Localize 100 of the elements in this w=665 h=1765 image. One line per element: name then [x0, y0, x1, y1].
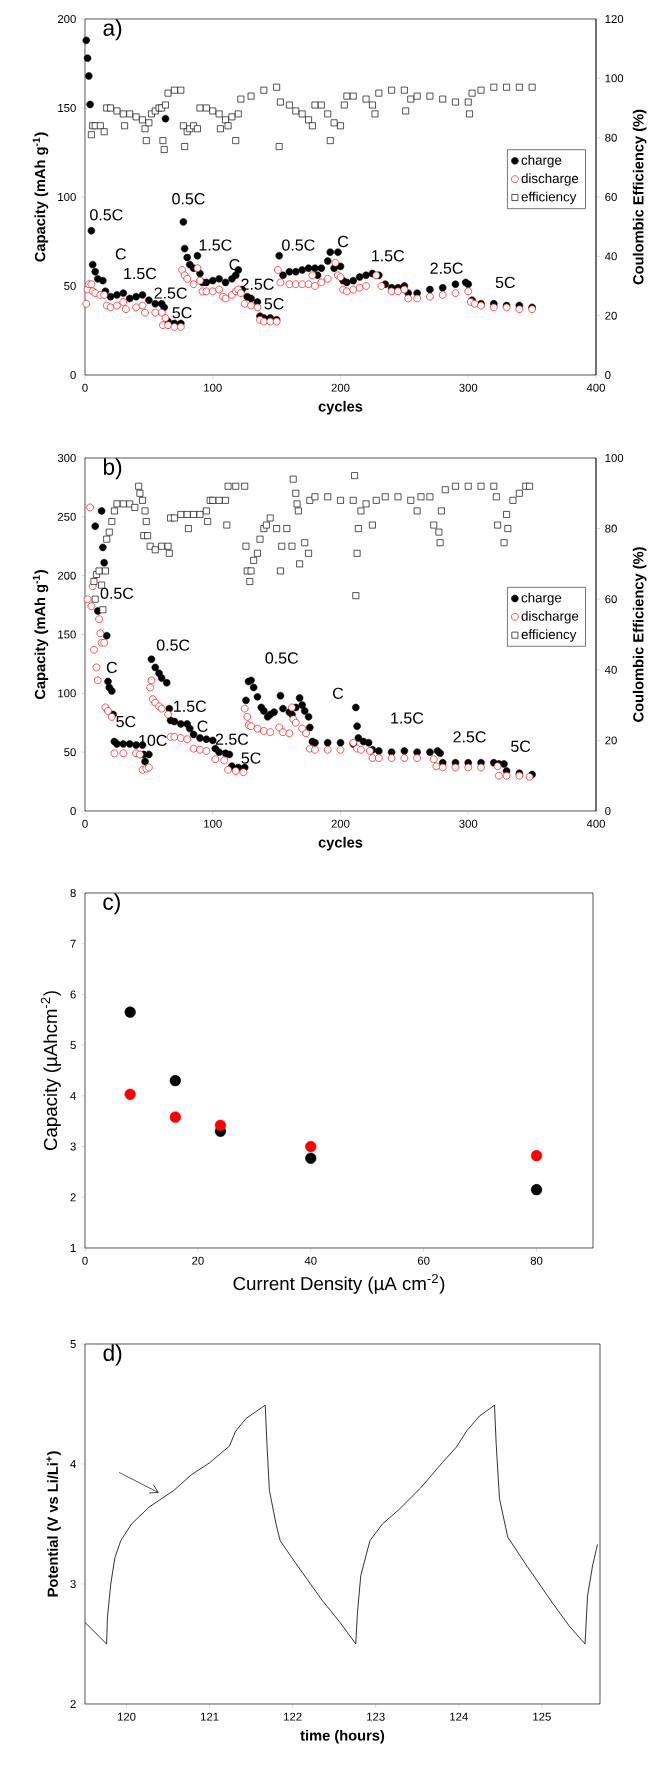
x-tick-label: 121: [201, 1712, 219, 1721]
annotation: 5C: [241, 752, 261, 764]
x-tick-label: 0: [82, 383, 88, 392]
legend-label: charge: [521, 592, 562, 606]
y-tick-label: 150: [58, 103, 76, 112]
y-axis-title: Potential (V vs Li/Li$^{+}$): [46, 1451, 61, 1597]
chart-title: c): [103, 893, 120, 915]
y2-tick-label: 40: [604, 252, 617, 261]
y2-tick-label: 100: [605, 74, 624, 83]
y2-tick-label: 40: [604, 665, 617, 674]
y2-axis-title: Coulombic Efficiency (%): [632, 547, 647, 722]
annotation: 0.5C: [265, 652, 299, 664]
y2-tick-label: 0: [605, 370, 611, 379]
y-tick-label: 2: [70, 1700, 76, 1708]
legend-label: discharge: [521, 611, 579, 624]
y-tick-label: 300: [57, 453, 76, 462]
point: [169, 1075, 181, 1087]
y-tick-label: 50: [64, 281, 76, 290]
annotation: 1.5C: [199, 239, 232, 251]
x-tick-label: 124: [450, 1712, 468, 1721]
legend-label: discharge: [521, 173, 579, 186]
annotation: 0.5C: [100, 587, 134, 599]
y-tick-label: 5: [70, 1340, 76, 1348]
x-tick-label: 400: [586, 819, 605, 828]
x-tick-label: 20: [192, 1256, 204, 1265]
y-tick-label: 8: [70, 888, 76, 897]
annotation: 2.5C: [154, 287, 187, 299]
point: [124, 1006, 136, 1018]
y-tick-label: 6: [70, 990, 76, 999]
annotation: 1.5C: [124, 267, 157, 280]
y-tick-label: 250: [57, 512, 76, 521]
chart-title: a): [103, 19, 122, 41]
x-tick-label: 122: [284, 1712, 302, 1721]
legend-label: efficiency: [521, 629, 577, 642]
point: [305, 1152, 317, 1164]
y-tick-label: 200: [57, 571, 76, 580]
point: [124, 1088, 136, 1100]
y-tick-label: 3: [70, 1579, 76, 1588]
x-tick-label: 100: [204, 819, 222, 828]
x-axis-title: time (hours): [300, 1729, 385, 1744]
x-axis-title: cycles: [318, 400, 363, 415]
y-tick-label: 200: [57, 14, 76, 23]
x-tick-label: 200: [331, 383, 350, 392]
annotation: 1.5C: [372, 250, 405, 262]
annotation: 1.5C: [391, 712, 424, 724]
annotation: 0.5C: [172, 193, 205, 205]
y-tick-label: 100: [58, 192, 76, 201]
annotation: 5C: [116, 715, 136, 728]
y-tick-label: 5: [70, 1041, 76, 1050]
y2-tick-label: 80: [605, 524, 617, 533]
x-axis-title: Current Density (µA cm$^{-2}$): [233, 1273, 445, 1294]
annotation: 0.5C: [282, 239, 315, 251]
annotation: C: [115, 248, 126, 260]
y-tick-label: 1: [70, 1244, 76, 1252]
y-tick-label: 150: [58, 630, 76, 639]
chart-title: d): [103, 1344, 122, 1366]
point: [169, 1111, 181, 1123]
annotation: C: [332, 687, 344, 699]
x-tick-label: 40: [304, 1256, 317, 1265]
y2-tick-label: 60: [605, 595, 617, 604]
x-axis-title: cycles: [318, 836, 363, 851]
y2-tick-label: 80: [605, 133, 617, 142]
x-tick-label: 80: [530, 1256, 543, 1265]
annotation: 1.5C: [174, 700, 207, 712]
point: [305, 1140, 317, 1153]
point: [214, 1119, 227, 1131]
y2-axis-title: Coulombic Efficiency (%): [632, 109, 647, 285]
y-tick-label: 2: [70, 1193, 76, 1202]
y-tick-label: 0: [70, 806, 76, 815]
x-tick-label: 125: [533, 1712, 551, 1721]
y2-tick-label: 20: [605, 311, 617, 320]
chart-title: b): [103, 458, 122, 480]
x-tick-label: 60: [417, 1256, 430, 1265]
y-tick-label: 4: [70, 1091, 76, 1100]
y-tick-label: 50: [64, 748, 76, 757]
y-axis-title: Capacity (µAhcm$^{-2}$): [40, 991, 61, 1151]
y2-tick-label: 20: [605, 736, 617, 745]
y-tick-label: 7: [70, 939, 76, 948]
annotation: 2.5C: [430, 262, 463, 274]
x-tick-label: 200: [331, 819, 350, 828]
y-tick-label: 100: [58, 689, 76, 698]
point: [530, 1184, 543, 1196]
annotation: 5C: [172, 307, 192, 319]
y2-tick-label: 120: [605, 14, 624, 23]
x-tick-label: 120: [117, 1712, 136, 1721]
y2-tick-label: 60: [605, 192, 617, 201]
x-tick-label: 100: [204, 383, 222, 392]
y-axis-title: Capacity (mAh g$^{-1}$): [32, 132, 49, 262]
x-tick-label: 0: [82, 819, 88, 828]
y-axis-title: Capacity (mAh g$^{-1}$): [32, 570, 49, 700]
annotation: 5C: [511, 740, 531, 752]
x-tick-label: 400: [586, 383, 605, 392]
x-tick-label: 123: [367, 1712, 385, 1721]
annotation: 0.5C: [156, 639, 190, 651]
annotation: 2.5C: [215, 733, 249, 745]
x-tick-label: 300: [459, 383, 478, 392]
annotation: C: [106, 661, 117, 674]
y2-tick-label: 0: [605, 806, 611, 815]
annotation: 5C: [495, 276, 515, 289]
legend-label: charge: [521, 155, 562, 168]
